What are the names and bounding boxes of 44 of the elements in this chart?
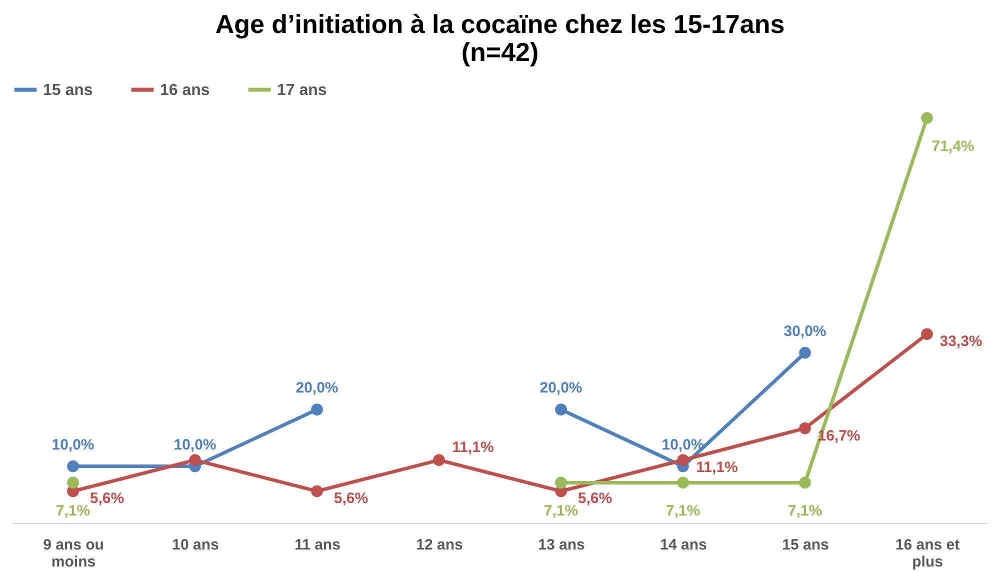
point xyxy=(799,346,811,359)
data-label: 20,0% xyxy=(296,380,338,397)
legend-label: 15 ans xyxy=(43,82,93,99)
point xyxy=(921,112,933,124)
x-tick-label: 13 ans xyxy=(538,536,585,554)
legend-label: 17 ans xyxy=(277,82,327,99)
data-label: 11,1% xyxy=(696,459,738,476)
data-label: 11,1% xyxy=(452,439,494,456)
point xyxy=(799,476,811,489)
point xyxy=(433,454,445,466)
x-tick-label: 11 ans xyxy=(294,536,340,554)
data-label: 10,0% xyxy=(662,436,704,454)
x-tick-label: 14 ans xyxy=(660,536,707,554)
legend-label: 16 ans xyxy=(160,82,210,99)
data-label: 20,0% xyxy=(540,380,582,397)
point xyxy=(311,485,323,498)
data-label: 33,3% xyxy=(940,333,982,350)
point xyxy=(555,404,567,416)
x-tick-label: 12 ans xyxy=(416,536,463,554)
data-label: 7,1% xyxy=(666,502,700,520)
chart-title: Age d’initiation à la cocaïne chez les 15-17ans (n=42) xyxy=(215,9,785,67)
data-label: 5,6% xyxy=(90,490,124,508)
data-label: 7,1% xyxy=(56,502,90,520)
data-label: 10,0% xyxy=(174,436,216,454)
data-label: 30,0% xyxy=(784,322,826,340)
data-label: 71,4% xyxy=(932,138,974,155)
x-tick-label: 10 ans xyxy=(172,536,219,554)
point xyxy=(677,476,689,489)
point xyxy=(921,328,933,340)
data-label: 5,6% xyxy=(334,490,368,508)
point xyxy=(189,454,201,466)
x-tick-label: 9 ans ou moins xyxy=(43,536,104,570)
point xyxy=(67,476,79,489)
data-label: 10,0% xyxy=(52,436,94,454)
point xyxy=(799,422,811,434)
x-tick-label: 16 ans et plus xyxy=(895,536,960,570)
point xyxy=(311,404,323,416)
point xyxy=(67,460,79,472)
point xyxy=(555,476,567,489)
point xyxy=(677,454,689,466)
data-label: 7,1% xyxy=(788,502,822,520)
x-tick-label: 15 ans xyxy=(782,536,829,554)
data-label: 7,1% xyxy=(544,502,578,520)
data-label: 5,6% xyxy=(578,490,612,508)
